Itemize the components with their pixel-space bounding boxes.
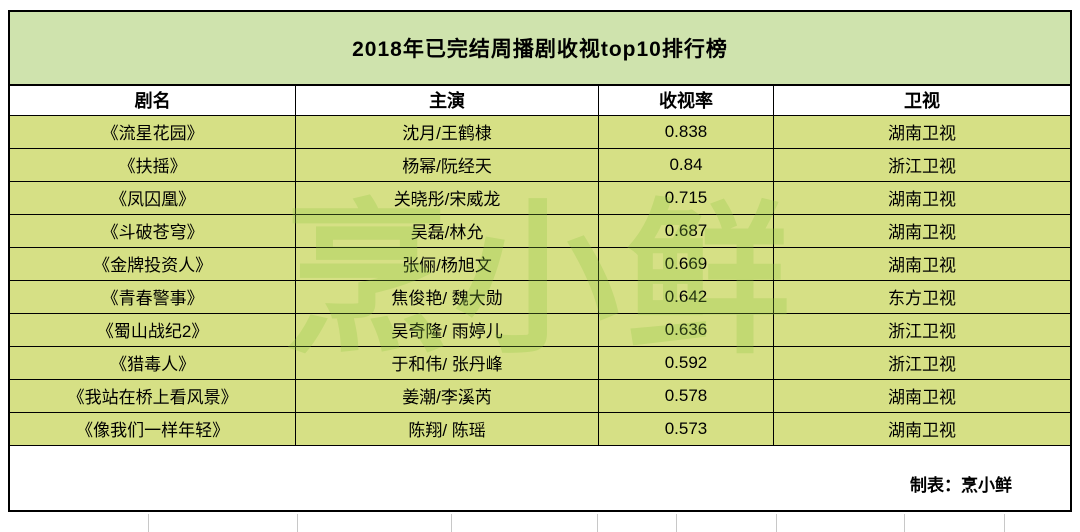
cast-cell[interactable]: 沈月/王鹤棣	[295, 114, 599, 149]
table-row: 《斗破苍穹》 吴磊/林允 0.687 湖南卫视	[8, 213, 1072, 248]
credit-cell[interactable]: 制表：烹小鲜	[8, 444, 1072, 512]
rating-cell[interactable]: 0.838	[597, 114, 775, 149]
network-cell[interactable]: 湖南卫视	[773, 180, 1072, 215]
drama-name-cell[interactable]: 《金牌投资人》	[8, 246, 297, 281]
table-row: 《猎毒人》 于和伟/ 张丹峰 0.592 浙江卫视	[8, 345, 1072, 380]
cast-cell[interactable]: 姜潮/李溪芮	[295, 378, 599, 413]
drama-name-cell[interactable]: 《斗破苍穹》	[8, 213, 297, 248]
rating-cell[interactable]: 0.687	[597, 213, 775, 248]
drama-name-cell[interactable]: 《青春警事》	[8, 279, 297, 314]
sheet-gridline	[776, 514, 777, 532]
header-rating[interactable]: 收视率	[597, 84, 775, 116]
rating-cell[interactable]: 0.642	[597, 279, 775, 314]
sheet-gridline	[297, 514, 298, 532]
cast-cell[interactable]: 张俪/杨旭文	[295, 246, 599, 281]
table-row: 《凤囚凰》 关晓彤/宋威龙 0.715 湖南卫视	[8, 180, 1072, 215]
table-row: 《金牌投资人》 张俪/杨旭文 0.669 湖南卫视	[8, 246, 1072, 281]
rating-cell[interactable]: 0.715	[597, 180, 775, 215]
header-drama-name[interactable]: 剧名	[8, 84, 297, 116]
ranking-table: 剧名 主演 收视率 卫视 《流星花园》 沈月/王鹤棣 0.838 湖南卫视 《扶摇》 杨幂…	[8, 84, 1072, 512]
cast-cell[interactable]: 吴奇隆/ 雨婷儿	[295, 312, 599, 347]
rating-cell[interactable]: 0.592	[597, 345, 775, 380]
cast-cell[interactable]: 焦俊艳/ 魏大勋	[295, 279, 599, 314]
cast-cell[interactable]: 关晓彤/宋威龙	[295, 180, 599, 215]
header-network[interactable]: 卫视	[773, 84, 1072, 116]
rating-cell[interactable]: 0.636	[597, 312, 775, 347]
drama-name-cell[interactable]: 《像我们一样年轻》	[8, 411, 297, 446]
sheet-gridline	[676, 514, 677, 532]
table-row: 《青春警事》 焦俊艳/ 魏大勋 0.642 东方卫视	[8, 279, 1072, 314]
rating-cell[interactable]: 0.573	[597, 411, 775, 446]
table-row: 《我站在桥上看风景》 姜潮/李溪芮 0.578 湖南卫视	[8, 378, 1072, 413]
drama-name-cell[interactable]: 《扶摇》	[8, 147, 297, 182]
header-cast[interactable]: 主演	[295, 84, 599, 116]
sheet-gridline	[451, 514, 452, 532]
table-header: 剧名 主演 收视率 卫视	[8, 84, 1072, 116]
table-row: 《流星花园》 沈月/王鹤棣 0.838 湖南卫视	[8, 114, 1072, 149]
header-row: 剧名 主演 收视率 卫视	[8, 84, 1072, 116]
network-cell[interactable]: 湖南卫视	[773, 246, 1072, 281]
cast-cell[interactable]: 陈翔/ 陈瑶	[295, 411, 599, 446]
cast-cell[interactable]: 于和伟/ 张丹峰	[295, 345, 599, 380]
table-row: 《像我们一样年轻》 陈翔/ 陈瑶 0.573 湖南卫视	[8, 411, 1072, 446]
network-cell[interactable]: 浙江卫视	[773, 312, 1072, 347]
network-cell[interactable]: 湖南卫视	[773, 213, 1072, 248]
table-title[interactable]: 2018年已完结周播剧收视top10排行榜	[8, 10, 1072, 84]
table-footer: 制表：烹小鲜	[8, 444, 1072, 512]
credit-text: 制表：烹小鲜	[910, 476, 1012, 495]
sheet: 2018年已完结周播剧收视top10排行榜 剧名 主演 收视率 卫视 《流星花园…	[8, 10, 1072, 512]
network-cell[interactable]: 湖南卫视	[773, 378, 1072, 413]
drama-name-cell[interactable]: 《蜀山战纪2》	[8, 312, 297, 347]
rating-cell[interactable]: 0.84	[597, 147, 775, 182]
network-cell[interactable]: 东方卫视	[773, 279, 1072, 314]
network-cell[interactable]: 浙江卫视	[773, 345, 1072, 380]
network-cell[interactable]: 湖南卫视	[773, 114, 1072, 149]
network-cell[interactable]: 浙江卫视	[773, 147, 1072, 182]
table-row: 《蜀山战纪2》 吴奇隆/ 雨婷儿 0.636 浙江卫视	[8, 312, 1072, 347]
network-cell[interactable]: 湖南卫视	[773, 411, 1072, 446]
sheet-gridline	[904, 514, 905, 532]
rating-cell[interactable]: 0.578	[597, 378, 775, 413]
drama-name-cell[interactable]: 《流星花园》	[8, 114, 297, 149]
drama-name-cell[interactable]: 《凤囚凰》	[8, 180, 297, 215]
table-row: 《扶摇》 杨幂/阮经天 0.84 浙江卫视	[8, 147, 1072, 182]
drama-name-cell[interactable]: 《我站在桥上看风景》	[8, 378, 297, 413]
sheet-gridline	[597, 514, 598, 532]
cast-cell[interactable]: 吴磊/林允	[295, 213, 599, 248]
sheet-gridline	[1004, 514, 1005, 532]
sheet-gridline	[148, 514, 149, 532]
table-body: 《流星花园》 沈月/王鹤棣 0.838 湖南卫视 《扶摇》 杨幂/阮经天 0.84 浙江卫视《…	[8, 114, 1072, 446]
drama-name-cell[interactable]: 《猎毒人》	[8, 345, 297, 380]
cast-cell[interactable]: 杨幂/阮经天	[295, 147, 599, 182]
footer-row: 制表：烹小鲜	[8, 444, 1072, 512]
rating-cell[interactable]: 0.669	[597, 246, 775, 281]
